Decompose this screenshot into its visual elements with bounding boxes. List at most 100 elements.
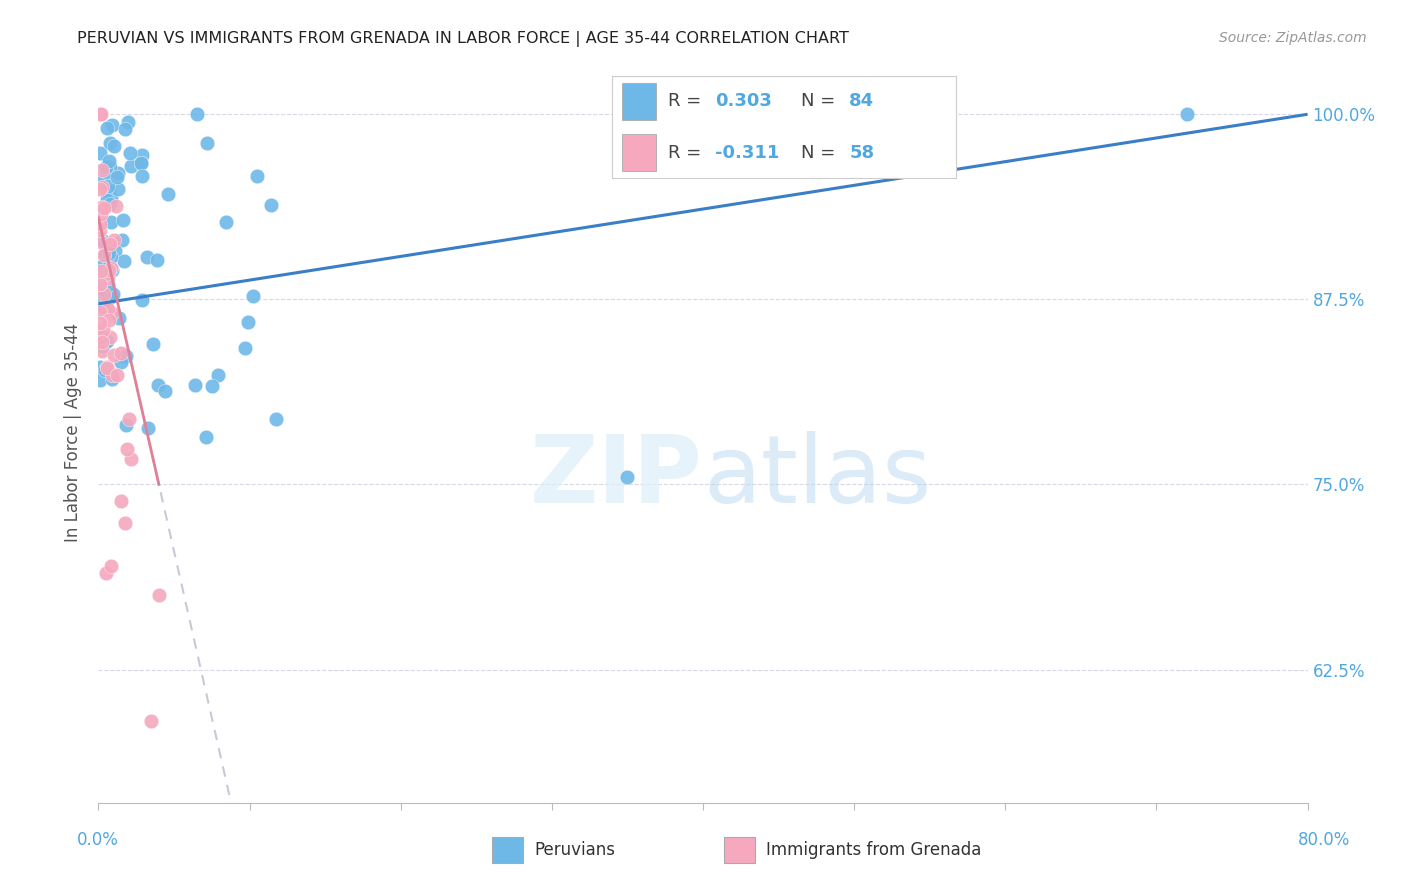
Point — [89, 359, 111, 374]
Point — [90, 329, 112, 343]
Point — [105, 368, 128, 382]
Point — [131, 156, 153, 170]
Point — [207, 368, 229, 383]
Point — [96, 120, 118, 135]
Text: R =: R = — [668, 144, 707, 161]
Point — [96, 360, 118, 375]
Point — [90, 333, 112, 347]
Point — [91, 163, 114, 178]
Point — [107, 181, 129, 195]
Point — [100, 250, 122, 264]
Point — [93, 202, 115, 216]
Point — [89, 182, 111, 196]
Point — [110, 494, 132, 508]
Point — [153, 384, 176, 398]
Point — [93, 248, 115, 262]
Text: atlas: atlas — [703, 431, 931, 523]
Point — [97, 153, 120, 168]
Point — [98, 330, 121, 344]
Point — [112, 253, 135, 268]
Point — [186, 107, 208, 121]
Point — [89, 107, 111, 121]
Text: R =: R = — [668, 93, 707, 111]
Point — [1175, 107, 1198, 121]
Point — [148, 589, 170, 603]
Point — [91, 343, 114, 358]
Point — [91, 259, 114, 273]
Point — [91, 339, 114, 353]
Point — [98, 237, 121, 252]
Point — [111, 213, 134, 227]
Point — [118, 146, 141, 161]
Point — [259, 197, 281, 211]
Point — [264, 412, 287, 426]
Point — [120, 159, 142, 173]
Point — [98, 136, 121, 150]
Point — [90, 200, 112, 214]
Point — [91, 282, 114, 296]
Point — [90, 264, 112, 278]
Point — [96, 334, 118, 349]
Point — [93, 291, 115, 305]
Point — [118, 411, 141, 425]
Text: ZIP: ZIP — [530, 431, 703, 523]
Point — [89, 277, 111, 291]
Point — [136, 250, 159, 264]
Point — [98, 291, 121, 305]
Text: N =: N = — [801, 93, 841, 111]
Point — [195, 136, 218, 150]
Text: 0.0%: 0.0% — [77, 831, 120, 849]
Point — [131, 148, 153, 162]
Point — [100, 215, 122, 229]
Point — [183, 377, 205, 392]
Text: 84: 84 — [849, 93, 875, 111]
Point — [96, 165, 118, 179]
Point — [97, 301, 120, 316]
Point — [94, 566, 117, 581]
Point — [131, 169, 153, 183]
Point — [91, 234, 114, 248]
Point — [100, 261, 122, 276]
Point — [89, 277, 111, 292]
Text: 80.0%: 80.0% — [1298, 831, 1350, 849]
Point — [117, 115, 139, 129]
Point — [105, 169, 128, 184]
Text: 58: 58 — [849, 144, 875, 161]
Point — [115, 442, 138, 456]
Point — [616, 470, 638, 484]
Point — [103, 233, 125, 247]
Y-axis label: In Labor Force | Age 35-44: In Labor Force | Age 35-44 — [65, 323, 83, 542]
Point — [98, 197, 121, 211]
Point — [97, 278, 120, 293]
Text: 0.303: 0.303 — [716, 93, 772, 111]
Point — [115, 349, 138, 363]
Point — [93, 300, 115, 314]
Point — [101, 368, 124, 382]
Point — [100, 191, 122, 205]
Point — [105, 199, 128, 213]
Point — [90, 275, 112, 289]
Point — [89, 305, 111, 319]
Point — [233, 341, 256, 355]
Text: Source: ZipAtlas.com: Source: ZipAtlas.com — [1219, 31, 1367, 45]
Point — [94, 363, 117, 377]
Point — [242, 288, 264, 302]
Point — [115, 418, 138, 433]
Point — [90, 179, 112, 194]
Point — [96, 193, 118, 207]
Point — [107, 166, 129, 180]
Point — [194, 430, 217, 444]
Point — [89, 317, 111, 331]
Point — [101, 262, 124, 277]
Point — [100, 558, 122, 573]
Point — [141, 714, 163, 729]
Point — [142, 337, 165, 351]
Point — [131, 156, 153, 170]
Point — [108, 310, 131, 325]
Point — [98, 262, 121, 277]
Point — [101, 118, 124, 132]
Text: Immigrants from Grenada: Immigrants from Grenada — [766, 841, 981, 859]
Point — [97, 313, 120, 327]
Point — [111, 233, 134, 247]
Point — [96, 359, 118, 374]
